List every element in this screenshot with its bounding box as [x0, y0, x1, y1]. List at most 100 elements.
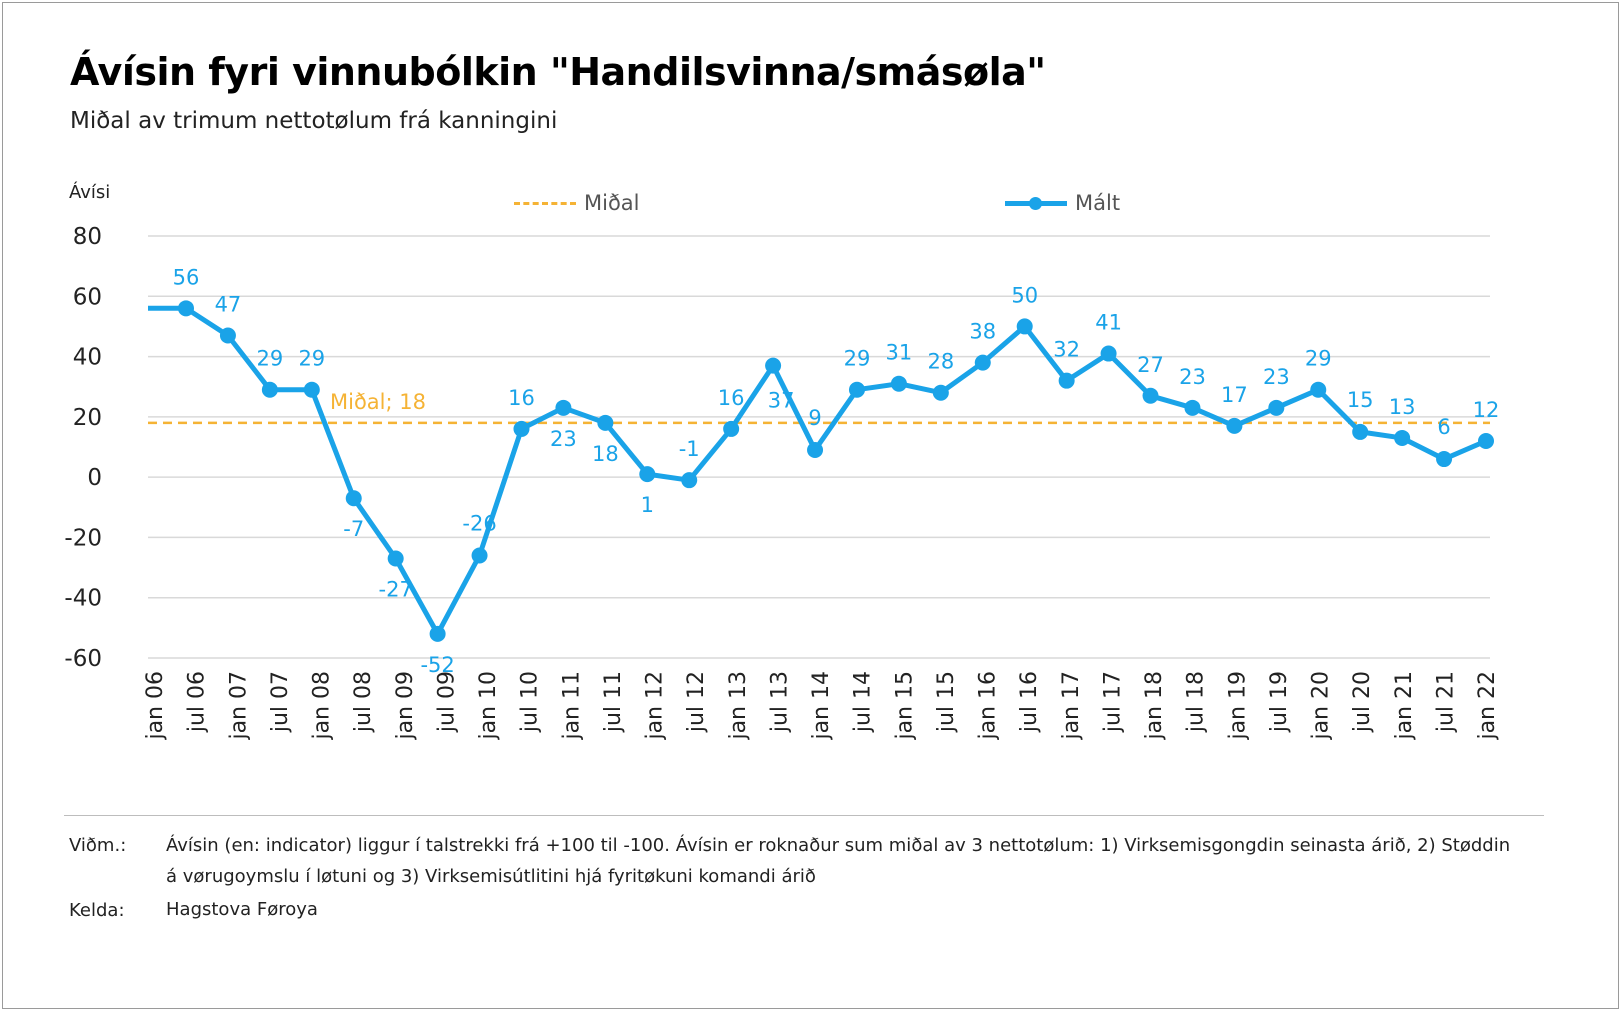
data-label: 9 [808, 406, 821, 430]
legend-average: Miðal [514, 188, 640, 218]
data-point [345, 490, 362, 507]
data-point [765, 357, 782, 374]
data-label: 29 [844, 347, 871, 371]
x-tick-label: jan 15 [892, 671, 917, 741]
data-point [429, 625, 446, 642]
x-tick-label: jan 06 [143, 671, 168, 741]
data-label: 56 [173, 265, 200, 289]
y-tick-label: 80 [73, 224, 102, 250]
y-axis-label: Ávísi [69, 182, 111, 203]
x-tick-label: jul 14 [851, 671, 876, 733]
x-tick-label: jan 19 [1225, 671, 1250, 741]
data-label: 23 [1179, 365, 1206, 389]
x-tick-label: jul 10 [518, 671, 543, 733]
legend-measured-swatch [1005, 196, 1067, 210]
data-label: 23 [550, 427, 577, 451]
x-tick-label: jan 16 [976, 671, 1001, 741]
chart-title: Ávísin fyri vinnubólkin "Handilsvinna/sm… [70, 50, 1046, 94]
data-point [974, 354, 991, 371]
data-point [471, 547, 488, 564]
x-tick-label: jul 12 [684, 671, 709, 733]
data-label: 47 [215, 292, 242, 316]
x-tick-label: jul 06 [185, 671, 210, 733]
x-tick-label: jan 12 [643, 671, 668, 741]
y-tick-label: -60 [64, 646, 102, 672]
data-label: 17 [1221, 383, 1248, 407]
data-point [639, 466, 656, 483]
x-tick-label: jan 07 [226, 671, 251, 741]
data-point [1184, 399, 1201, 416]
y-tick-label: 40 [73, 345, 102, 371]
data-label: 38 [969, 320, 996, 344]
data-point [1058, 372, 1075, 389]
data-label: 50 [1011, 283, 1038, 307]
x-tick-label: jul 19 [1267, 671, 1292, 733]
data-label: 1 [641, 493, 654, 517]
data-point [1394, 429, 1411, 446]
x-tick-label: jul 07 [268, 671, 293, 733]
data-label: -52 [420, 653, 454, 677]
data-point [723, 420, 740, 437]
data-point [1268, 399, 1285, 416]
x-tick-label: jul 09 [434, 671, 459, 733]
data-label: 37 [768, 389, 795, 413]
data-label: 41 [1095, 311, 1122, 335]
x-tick-label: jan 21 [1392, 671, 1417, 741]
legend-average-swatch [514, 201, 576, 205]
x-tick-label: jan 20 [1309, 671, 1334, 741]
data-point [1310, 381, 1327, 398]
x-tick-label: jan 22 [1475, 671, 1500, 741]
data-label: 27 [1137, 353, 1164, 377]
x-tick-label: jan 10 [476, 671, 501, 741]
x-tick-label: jan 11 [559, 671, 584, 741]
data-label: 12 [1473, 398, 1500, 422]
data-label: 15 [1347, 388, 1374, 412]
data-label: 16 [718, 386, 745, 410]
data-label: 23 [1263, 365, 1290, 389]
data-point [555, 399, 572, 416]
data-label: 29 [1305, 347, 1332, 371]
data-point [1226, 417, 1243, 434]
x-tick-label: jan 13 [726, 671, 751, 741]
x-tick-label: jan 09 [393, 671, 418, 741]
data-point [1478, 432, 1494, 449]
data-point [387, 550, 404, 567]
data-point [513, 420, 530, 437]
data-point [807, 442, 824, 459]
data-point [848, 381, 865, 398]
data-point [1016, 318, 1033, 335]
legend-measured-label: Mált [1075, 191, 1121, 215]
average-annotation: Miðal; 18 [330, 390, 426, 414]
x-tick-label: jan 14 [809, 671, 834, 741]
data-label: -26 [462, 512, 496, 536]
line-chart: 80 60 40 20 0 -20 -40 -60 jan 06 jul 06 jan 07 jul … [64, 224, 1500, 741]
x-tick-label: jan 17 [1059, 671, 1084, 741]
x-tick-label: jul 21 [1433, 671, 1458, 733]
data-point [1100, 345, 1117, 362]
data-point [303, 381, 320, 398]
x-tick-label: jan 18 [1142, 671, 1167, 741]
chart-subtitle: Miðal av trimum nettotølum frá kanningin… [70, 108, 558, 134]
data-label: 6 [1437, 415, 1450, 439]
data-label: 18 [592, 442, 619, 466]
data-label: 31 [886, 341, 913, 365]
data-point [1352, 423, 1369, 440]
x-tick-label: jul 18 [1184, 671, 1209, 733]
y-tick-label: 60 [73, 284, 102, 310]
data-point [1436, 451, 1453, 468]
x-tick-label: jul 16 [1017, 671, 1042, 733]
data-point [932, 384, 949, 401]
legend-average-label: Miðal [584, 191, 640, 215]
note-text: Ávísin (en: indicator) liggur í talstrek… [166, 835, 1511, 887]
data-point [1142, 387, 1159, 404]
y-tick-label: -40 [64, 586, 102, 612]
y-tick-label: 20 [73, 405, 102, 431]
x-tick-label: jul 15 [934, 671, 959, 733]
data-label: -27 [379, 578, 413, 602]
data-label: -7 [343, 517, 364, 541]
data-point [261, 381, 278, 398]
data-label: 29 [257, 347, 284, 371]
x-tick-label: jul 11 [601, 671, 626, 733]
y-tick-label: -20 [64, 525, 102, 551]
